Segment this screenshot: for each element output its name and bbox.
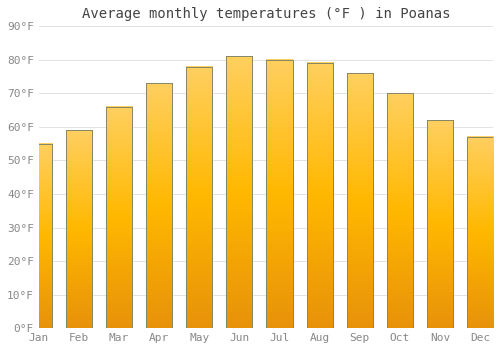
Bar <box>266 60 292 328</box>
Bar <box>66 130 92 328</box>
Bar <box>467 137 493 328</box>
Bar <box>226 56 252 328</box>
Bar <box>467 137 493 328</box>
Bar <box>387 93 413 328</box>
Bar <box>346 73 372 328</box>
Bar <box>106 107 132 328</box>
Bar <box>387 93 413 328</box>
Bar <box>66 130 92 328</box>
Bar <box>146 83 172 328</box>
Bar <box>226 56 252 328</box>
Bar <box>346 73 372 328</box>
Bar <box>186 66 212 328</box>
Bar <box>26 144 52 328</box>
Title: Average monthly temperatures (°F ) in Poanas: Average monthly temperatures (°F ) in Po… <box>82 7 450 21</box>
Bar <box>427 120 453 328</box>
Bar <box>306 63 332 328</box>
Bar <box>186 66 212 328</box>
Bar <box>306 63 332 328</box>
Bar <box>266 60 292 328</box>
Bar <box>146 83 172 328</box>
Bar <box>427 120 453 328</box>
Bar <box>26 144 52 328</box>
Bar <box>106 107 132 328</box>
